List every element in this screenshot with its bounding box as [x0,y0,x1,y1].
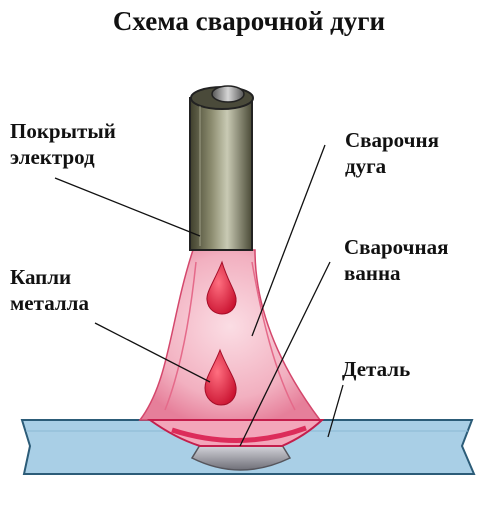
leader-pool [239,261,331,447]
label-coated-electrode: Покрытый электрод [10,119,116,169]
label-welding-arc: Сварочня дуга [345,128,439,178]
label-metal-drops: Капли металла [10,265,89,315]
leader-electrode [54,177,201,237]
leader-lines [54,144,344,447]
diagram-title: Схема сварочной дуги [112,6,386,36]
label-workpiece: Деталь [342,357,411,381]
droplet-lower [204,348,237,406]
droplet-upper [206,260,237,315]
weld-pool [146,419,325,447]
leader-part [327,384,344,438]
coated-electrode [189,85,254,251]
leader-arc [251,144,326,337]
leader-drops [94,322,211,383]
label-weld-pool: Сварочная ванна [344,235,449,285]
weld-bead [190,444,292,471]
